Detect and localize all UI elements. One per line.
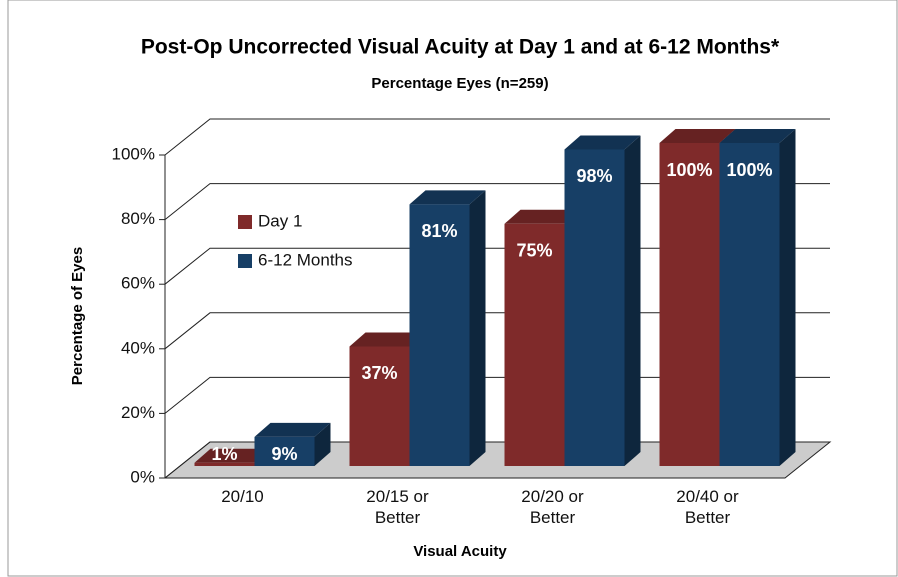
bar-top [659,129,736,143]
legend-label: Day 1 [258,211,302,230]
x-axis-label: Visual Acuity [413,543,507,560]
chart-subtitle: Percentage Eyes (n=259) [371,75,548,92]
bar-side [779,129,796,466]
x-tick-label: 20/15 or Better [366,487,429,527]
bar [254,436,315,466]
bar [659,143,720,466]
value-label: 100% [726,160,772,180]
bar [349,346,410,466]
y-tick-label: 60% [121,274,155,293]
bar-side [624,135,641,466]
bar-side [469,190,486,466]
y-tick-label: 80% [121,209,155,228]
bar-top [564,135,641,150]
bar-top [504,209,581,224]
bar-top [409,190,486,205]
legend-label: 6-12 Months [258,250,353,269]
bar [504,223,565,466]
x-tick-label: 20/10 [221,487,264,506]
bar-top [194,448,271,463]
bar [409,204,470,466]
y-tick-label: 0% [130,467,155,486]
value-label: 75% [516,241,552,261]
bar [564,149,625,466]
value-label: 81% [421,221,457,241]
value-label: 100% [666,160,712,180]
y-axis-label: Percentage of Eyes [69,247,86,385]
y-tick-label: 100% [112,144,155,163]
value-label: 9% [271,444,297,464]
x-tick-label: 20/20 or Better [521,487,584,527]
bar-top [719,129,796,143]
bar-top [349,332,426,347]
y-tick-label: 40% [121,338,155,357]
value-label: 37% [361,363,397,383]
legend-swatch [238,215,252,229]
bar [719,143,780,466]
value-label: 98% [576,166,612,186]
y-tick-label: 20% [121,403,155,422]
bar-side [314,422,331,466]
value-label: 1% [211,444,237,464]
x-tick-label: 20/40 or Better [676,487,739,527]
bar-top [254,422,331,437]
frame [7,0,898,577]
legend-swatch [238,254,252,268]
bar [194,462,255,466]
grid-line [164,118,830,156]
chart-title: Post-Op Uncorrected Visual Acuity at Day… [141,36,780,59]
